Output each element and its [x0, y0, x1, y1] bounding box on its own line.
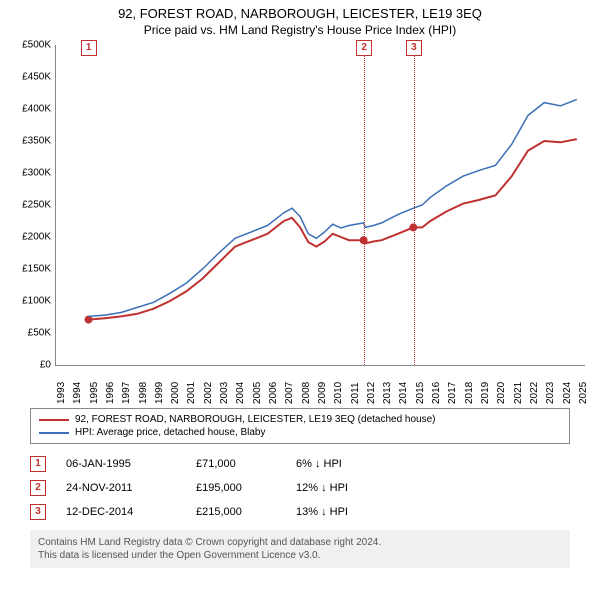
y-tick-label: £150K — [6, 264, 51, 275]
transaction-row: 3 12-DEC-2014 £215,000 13% ↓ HPI — [30, 500, 570, 524]
y-tick-label: £300K — [6, 168, 51, 179]
x-tick-label: 2005 — [252, 374, 263, 404]
legend-box: 92, FOREST ROAD, NARBOROUGH, LEICESTER, … — [30, 408, 570, 444]
chart-container: 92, FOREST ROAD, NARBOROUGH, LEICESTER, … — [0, 6, 600, 596]
x-tick-label: 2014 — [398, 374, 409, 404]
y-tick-label: £200K — [6, 232, 51, 243]
x-tick-label: 1998 — [138, 374, 149, 404]
x-tick-label: 2019 — [480, 374, 491, 404]
footer-line-2: This data is licensed under the Open Gov… — [38, 549, 562, 562]
chart-title: 92, FOREST ROAD, NARBOROUGH, LEICESTER, … — [0, 6, 600, 21]
legend-item: 92, FOREST ROAD, NARBOROUGH, LEICESTER, … — [39, 413, 561, 426]
chart-area: £0£50K£100K£150K£200K£250K£300K£350K£400… — [55, 45, 585, 366]
x-tick-label: 2007 — [284, 374, 295, 404]
x-tick-label: 2012 — [366, 374, 377, 404]
transaction-marker: 2 — [30, 480, 46, 496]
transaction-delta: 6% ↓ HPI — [296, 458, 396, 470]
transaction-row: 2 24-NOV-2011 £195,000 12% ↓ HPI — [30, 476, 570, 500]
legend-item: HPI: Average price, detached house, Blab… — [39, 426, 561, 439]
x-tick-label: 2013 — [382, 374, 393, 404]
x-tick-label: 2001 — [186, 374, 197, 404]
series-line-blue — [89, 99, 577, 316]
x-tick-label: 2009 — [317, 374, 328, 404]
x-tick-label: 2002 — [203, 374, 214, 404]
x-tick-label: 1995 — [89, 374, 100, 404]
x-tick-label: 2017 — [447, 374, 458, 404]
transaction-delta: 13% ↓ HPI — [296, 506, 396, 518]
y-tick-label: £50K — [6, 328, 51, 339]
y-tick-label: £100K — [6, 296, 51, 307]
chart-subtitle: Price paid vs. HM Land Registry's House … — [0, 23, 600, 37]
x-tick-label: 2003 — [219, 374, 230, 404]
transaction-price: £195,000 — [196, 482, 276, 494]
x-tick-label: 1999 — [154, 374, 165, 404]
x-tick-label: 2006 — [268, 374, 279, 404]
transaction-date: 06-JAN-1995 — [66, 458, 176, 470]
plot-svg — [56, 45, 585, 365]
x-tick-label: 1997 — [121, 374, 132, 404]
marker-box: 3 — [406, 40, 422, 56]
transaction-date: 24-NOV-2011 — [66, 482, 176, 494]
y-tick-label: £400K — [6, 104, 51, 115]
marker-box: 1 — [81, 40, 97, 56]
x-tick-label: 2025 — [578, 374, 589, 404]
attribution-footer: Contains HM Land Registry data © Crown c… — [30, 530, 570, 568]
y-tick-label: £350K — [6, 136, 51, 147]
legend-swatch — [39, 419, 69, 421]
x-tick-label: 2023 — [545, 374, 556, 404]
y-tick-label: £450K — [6, 72, 51, 83]
x-tick-label: 2004 — [235, 374, 246, 404]
transaction-delta: 12% ↓ HPI — [296, 482, 396, 494]
x-tick-label: 2015 — [415, 374, 426, 404]
x-tick-label: 2024 — [562, 374, 573, 404]
marker-vline — [414, 40, 415, 365]
marker-vline — [364, 40, 365, 365]
transaction-marker: 1 — [30, 456, 46, 472]
footer-line-1: Contains HM Land Registry data © Crown c… — [38, 536, 562, 549]
transaction-table: 1 06-JAN-1995 £71,000 6% ↓ HPI 2 24-NOV-2011 £… — [30, 452, 570, 524]
x-tick-label: 2022 — [529, 374, 540, 404]
series-line-red — [89, 139, 577, 320]
transaction-price: £215,000 — [196, 506, 276, 518]
transaction-row: 1 06-JAN-1995 £71,000 6% ↓ HPI — [30, 452, 570, 476]
x-tick-label: 2010 — [333, 374, 344, 404]
x-tick-label: 2021 — [513, 374, 524, 404]
legend-label: HPI: Average price, detached house, Blab… — [75, 427, 266, 438]
x-tick-label: 1996 — [105, 374, 116, 404]
x-tick-label: 2016 — [431, 374, 442, 404]
transaction-marker: 3 — [30, 504, 46, 520]
legend-label: 92, FOREST ROAD, NARBOROUGH, LEICESTER, … — [75, 414, 436, 425]
x-tick-label: 2018 — [464, 374, 475, 404]
y-tick-label: £0 — [6, 360, 51, 371]
legend-swatch — [39, 432, 69, 434]
y-tick-label: £500K — [6, 40, 51, 51]
x-tick-label: 2000 — [170, 374, 181, 404]
transaction-price: £71,000 — [196, 458, 276, 470]
y-tick-label: £250K — [6, 200, 51, 211]
x-tick-label: 2008 — [301, 374, 312, 404]
x-tick-label: 1993 — [56, 374, 67, 404]
x-tick-label: 2020 — [496, 374, 507, 404]
x-tick-label: 1994 — [72, 374, 83, 404]
transaction-date: 12-DEC-2014 — [66, 506, 176, 518]
x-tick-label: 2011 — [350, 374, 361, 404]
marker-box: 2 — [356, 40, 372, 56]
